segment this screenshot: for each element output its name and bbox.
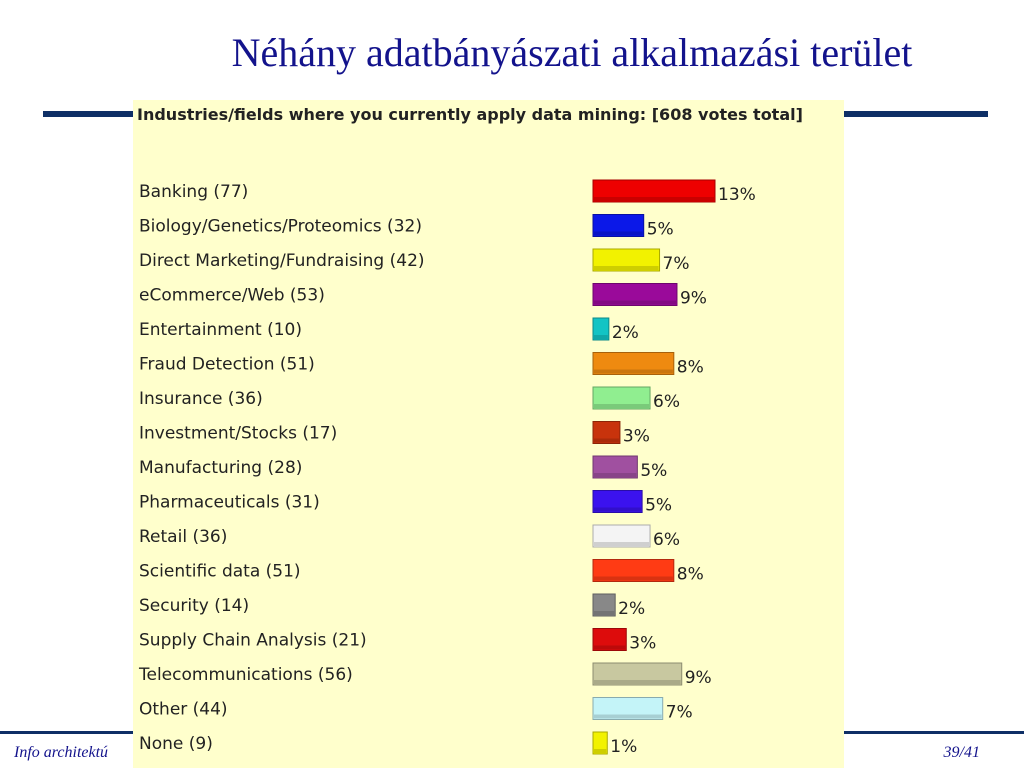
category-label: Entertainment (10) <box>139 320 302 340</box>
chart-title: Industries/fields where you currently ap… <box>137 105 803 124</box>
bar-shade <box>594 404 650 408</box>
value-label: 7% <box>666 703 693 723</box>
bar <box>592 214 645 237</box>
bar <box>592 179 716 203</box>
value-label: 6% <box>653 392 680 412</box>
bar <box>592 524 651 548</box>
category-label: Supply Chain Analysis (21) <box>139 631 367 651</box>
category-label: eCommerce/Web (53) <box>139 286 325 306</box>
bar-shade <box>594 542 650 546</box>
value-label: 3% <box>629 634 656 654</box>
bar-shade <box>594 645 626 650</box>
bar <box>592 662 683 686</box>
category-label: Insurance (36) <box>139 389 263 409</box>
bar-shade <box>594 680 681 684</box>
bar-shade <box>594 438 619 443</box>
bar <box>592 455 638 479</box>
bar-shade <box>594 714 662 719</box>
category-label: None (9) <box>139 734 213 754</box>
value-label: 9% <box>680 289 707 309</box>
category-label: Fraud Detection (51) <box>139 355 315 375</box>
footer-course-label: Info architektú <box>14 744 109 761</box>
bar <box>592 352 675 375</box>
value-label: 3% <box>623 427 650 447</box>
category-label: Retail (36) <box>139 527 227 547</box>
bar <box>592 559 675 582</box>
bar-shade <box>594 611 615 615</box>
bar-shade <box>594 335 608 339</box>
bar <box>592 697 664 720</box>
bar-shade <box>594 576 673 581</box>
category-label: Biology/Genetics/Proteomics (32) <box>139 217 422 237</box>
category-label: Scientific data (51) <box>139 562 301 582</box>
bar <box>592 248 661 272</box>
value-label: 8% <box>677 565 704 585</box>
value-label: 7% <box>663 254 690 274</box>
category-label: Banking (77) <box>139 182 248 202</box>
slide-title: Néhány adatbányászati alkalmazási terüle… <box>231 30 913 75</box>
page-number: 39/41 <box>943 744 980 761</box>
value-label: 2% <box>618 599 645 619</box>
bar <box>592 283 678 306</box>
category-label: Pharmaceuticals (31) <box>139 493 320 513</box>
value-label: 1% <box>610 737 637 757</box>
category-label: Investment/Stocks (17) <box>139 424 337 444</box>
value-label: 8% <box>677 358 704 378</box>
bar-shade <box>594 507 642 512</box>
category-label: Telecommunications (56) <box>138 665 353 685</box>
bar-shade <box>594 369 673 374</box>
category-label: Security (14) <box>139 596 249 616</box>
bar <box>592 317 610 341</box>
category-label: Direct Marketing/Fundraising (42) <box>139 251 425 271</box>
bar-shade <box>594 300 676 305</box>
value-label: 2% <box>612 323 639 343</box>
bar <box>592 628 627 651</box>
value-label: 9% <box>685 668 712 688</box>
value-label: 5% <box>647 220 674 240</box>
bar <box>592 421 621 444</box>
bar <box>592 593 616 617</box>
bar <box>592 731 608 755</box>
value-label: 6% <box>653 530 680 550</box>
bar-shade <box>594 231 643 236</box>
bar-shade <box>594 473 637 477</box>
value-label: 13% <box>718 185 756 205</box>
poll-panel <box>133 100 844 768</box>
bar <box>592 386 651 410</box>
value-label: 5% <box>645 496 672 516</box>
category-label: Manufacturing (28) <box>139 458 302 478</box>
value-label: 5% <box>640 461 667 481</box>
bar <box>592 490 643 513</box>
category-label: Other (44) <box>139 700 228 720</box>
bar-shade <box>594 197 714 201</box>
bar-shade <box>594 749 607 753</box>
bar-shade <box>594 266 659 270</box>
